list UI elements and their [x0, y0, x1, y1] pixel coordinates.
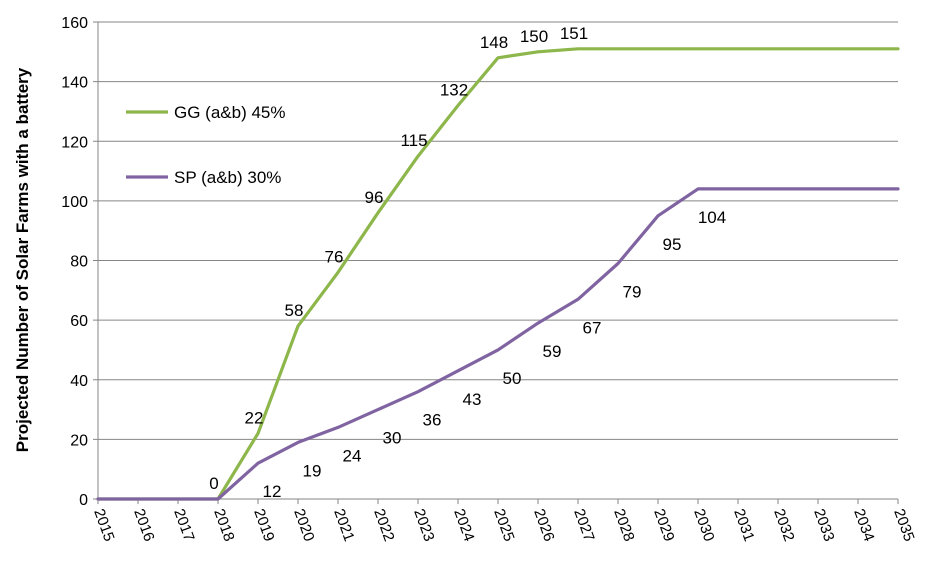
data-label-sp: 12 — [263, 482, 282, 501]
y-tick-label: 20 — [70, 432, 88, 449]
x-tick-label: 2034 — [850, 507, 877, 544]
y-tick-label: 60 — [70, 313, 88, 330]
x-tick-label: 2035 — [890, 507, 917, 544]
data-label-gg: 151 — [560, 24, 588, 43]
data-label-gg: 22 — [245, 408, 264, 427]
legend-label-gg: GG (a&b) 45% — [174, 103, 286, 122]
x-tick-label: 2022 — [370, 507, 397, 544]
data-label-sp: 19 — [303, 461, 322, 480]
data-label-sp: 43 — [463, 390, 482, 409]
y-tick-label: 40 — [70, 373, 88, 390]
x-tick-label: 2024 — [450, 507, 477, 544]
gridlines — [98, 21, 898, 440]
legend: GG (a&b) 45% SP (a&b) 30% — [126, 103, 286, 187]
y-tick-label: 140 — [61, 75, 88, 92]
x-tick-label: 2023 — [410, 507, 437, 544]
data-label-gg: 115 — [400, 131, 427, 150]
x-tick-label: 2025 — [490, 507, 517, 544]
axes — [93, 21, 899, 504]
data-label-sp: 50 — [503, 369, 522, 388]
x-tick-label: 2029 — [650, 507, 677, 544]
x-tick-label: 2031 — [730, 507, 757, 544]
y-tick-label: 100 — [61, 194, 88, 211]
series-lines — [96, 47, 900, 501]
series-line-gg — [96, 47, 900, 501]
y-axis-ticks: 0 20 40 60 80 100 120 140 160 — [61, 15, 88, 509]
x-tick-label: 2027 — [570, 507, 597, 544]
data-label-sp: 67 — [583, 318, 602, 337]
x-tick-label: 2030 — [690, 507, 717, 544]
x-tick-label: 2032 — [770, 507, 797, 544]
x-tick-label: 2033 — [810, 507, 837, 544]
data-label-sp: 79 — [623, 282, 642, 301]
data-label-sp: 59 — [543, 342, 562, 361]
data-label-sp: 36 — [423, 411, 442, 430]
data-label-gg: 132 — [440, 80, 468, 99]
data-label-gg: 0 — [209, 474, 218, 493]
data-label-gg: 76 — [325, 247, 344, 266]
data-label-gg: 96 — [365, 188, 384, 207]
data-label-gg: 150 — [520, 27, 548, 46]
data-label-sp: 104 — [698, 208, 726, 227]
x-tick-label: 2021 — [330, 507, 357, 544]
data-label-sp: 24 — [343, 446, 362, 465]
legend-label-sp: SP (a&b) 30% — [174, 168, 281, 187]
x-tick-label: 2016 — [130, 507, 157, 544]
x-tick-label: 2026 — [530, 507, 557, 544]
y-tick-label: 160 — [61, 15, 88, 32]
y-tick-label: 80 — [70, 254, 88, 271]
x-axis-ticks: 2015 2016 2017 2018 2019 2020 2021 2022 2023 2024… — [90, 507, 917, 544]
x-tick-label: 2019 — [250, 507, 277, 544]
series-line-sp — [96, 187, 900, 501]
y-axis-label: Projected Number of Solar Farms with a b… — [13, 67, 32, 452]
x-tick-label: 2028 — [610, 507, 637, 544]
x-tick-label: 2020 — [290, 507, 317, 544]
data-label-sp: 30 — [383, 429, 402, 448]
y-tick-label: 120 — [61, 134, 88, 151]
data-label-sp: 95 — [663, 235, 682, 254]
y-tick-label: 0 — [79, 492, 88, 509]
x-tick-label: 2017 — [170, 507, 197, 544]
data-label-gg: 148 — [480, 33, 508, 52]
x-tick-label: 2018 — [210, 507, 237, 544]
data-labels: 0 22 58 76 96 115 132 148 150 151 12 19 24 30 36 43 50 59… — [209, 24, 726, 501]
x-tick-label: 2015 — [90, 507, 117, 544]
data-label-gg: 58 — [285, 301, 304, 320]
